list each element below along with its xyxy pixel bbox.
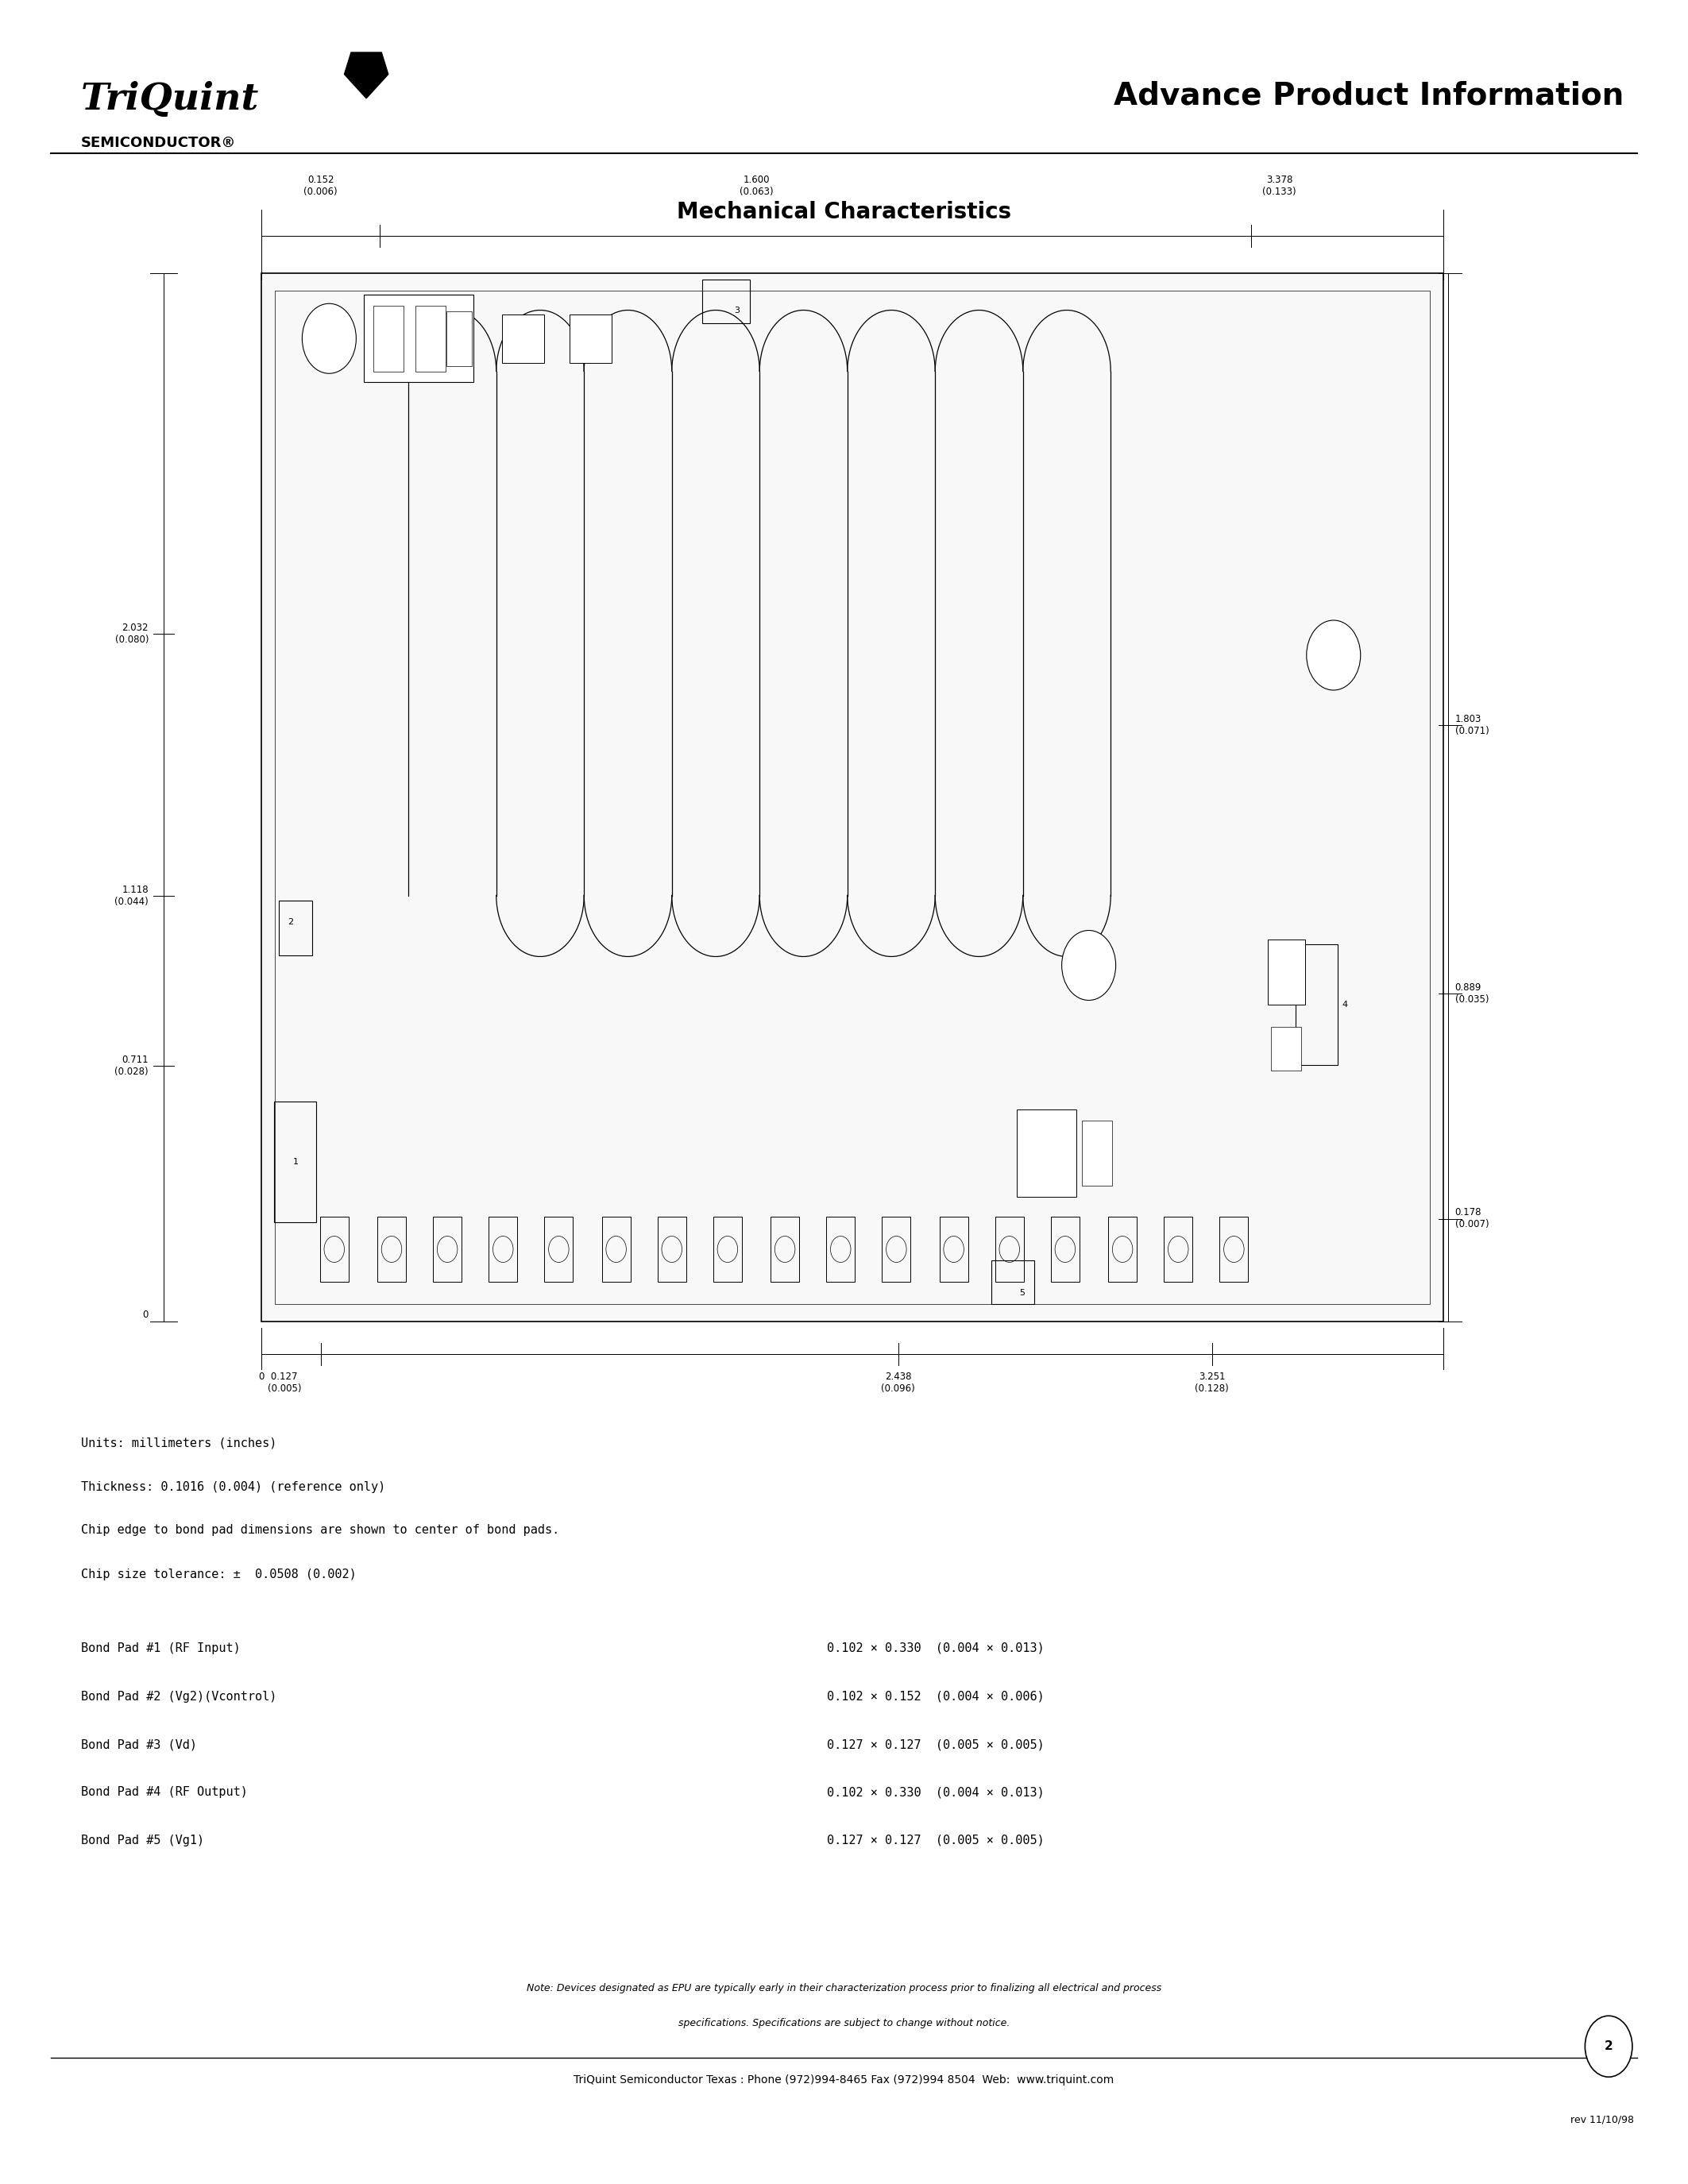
Bar xyxy=(1016,1109,1077,1197)
Text: 1.803
(0.071): 1.803 (0.071) xyxy=(1455,714,1489,736)
Bar xyxy=(544,1216,574,1282)
Polygon shape xyxy=(344,52,388,98)
Bar xyxy=(490,1216,517,1282)
Text: Units: millimeters (inches): Units: millimeters (inches) xyxy=(81,1437,277,1448)
Bar xyxy=(827,1216,856,1282)
Bar xyxy=(1219,1216,1249,1282)
Bar xyxy=(432,1216,463,1282)
Text: 0.102 × 0.330  (0.004 × 0.013): 0.102 × 0.330 (0.004 × 0.013) xyxy=(827,1642,1045,1653)
Text: 0.102 × 0.152  (0.004 × 0.006): 0.102 × 0.152 (0.004 × 0.006) xyxy=(827,1690,1045,1701)
Text: 1.600
(0.063): 1.600 (0.063) xyxy=(739,175,773,197)
Text: 2: 2 xyxy=(1604,2040,1614,2053)
Text: Bond Pad #5 (Vg1): Bond Pad #5 (Vg1) xyxy=(81,1835,204,1845)
Text: 1: 1 xyxy=(292,1158,299,1166)
Text: Bond Pad #4 (RF Output): Bond Pad #4 (RF Output) xyxy=(81,1787,248,1797)
Text: 2: 2 xyxy=(287,917,294,926)
Text: 0: 0 xyxy=(143,1310,149,1319)
Bar xyxy=(712,1216,743,1282)
Text: 0  0.127
    (0.005): 0 0.127 (0.005) xyxy=(255,1372,302,1393)
Bar xyxy=(273,1101,316,1223)
Text: 0.889
(0.035): 0.889 (0.035) xyxy=(1455,983,1489,1005)
Bar xyxy=(275,290,1430,1304)
Bar xyxy=(503,314,544,363)
Text: 5: 5 xyxy=(1020,1289,1025,1297)
Text: 0.178
(0.007): 0.178 (0.007) xyxy=(1455,1208,1489,1230)
Text: TriQuint Semiconductor Texas : Phone (972)994-8465 Fax (972)994 8504  Web:  www.: TriQuint Semiconductor Texas : Phone (97… xyxy=(574,2075,1114,2086)
Text: 0.127 × 0.127  (0.005 × 0.005): 0.127 × 0.127 (0.005 × 0.005) xyxy=(827,1835,1045,1845)
Text: 0.102 × 0.330  (0.004 × 0.013): 0.102 × 0.330 (0.004 × 0.013) xyxy=(827,1787,1045,1797)
Bar xyxy=(1082,1120,1112,1186)
Bar xyxy=(1050,1216,1080,1282)
Bar xyxy=(262,273,1443,1321)
Circle shape xyxy=(302,304,356,373)
Text: 3: 3 xyxy=(734,306,739,314)
Text: Bond Pad #1 (RF Input): Bond Pad #1 (RF Input) xyxy=(81,1642,240,1653)
Bar xyxy=(601,1216,631,1282)
Bar xyxy=(1109,1216,1138,1282)
Circle shape xyxy=(1585,2016,1632,2077)
Text: 0.152
(0.006): 0.152 (0.006) xyxy=(304,175,338,197)
Text: 3.378
(0.133): 3.378 (0.133) xyxy=(1263,175,1296,197)
Text: 2.438
(0.096): 2.438 (0.096) xyxy=(881,1372,915,1393)
Text: Bond Pad #3 (Vd): Bond Pad #3 (Vd) xyxy=(81,1738,197,1749)
Bar xyxy=(373,306,403,371)
Text: Bond Pad #2 (Vg2)(Vcontrol): Bond Pad #2 (Vg2)(Vcontrol) xyxy=(81,1690,277,1701)
Text: 1.118
(0.044): 1.118 (0.044) xyxy=(115,885,149,906)
Bar xyxy=(569,314,611,363)
Bar xyxy=(415,306,446,371)
Bar xyxy=(770,1216,800,1282)
Text: 2.032
(0.080): 2.032 (0.080) xyxy=(115,622,149,644)
Text: rev 11/10/98: rev 11/10/98 xyxy=(1570,2114,1634,2125)
Text: 3.251
(0.128): 3.251 (0.128) xyxy=(1195,1372,1229,1393)
Text: SEMICONDUCTOR®: SEMICONDUCTOR® xyxy=(81,135,236,151)
Text: Note: Devices designated as EPU are typically early in their characterization pr: Note: Devices designated as EPU are typi… xyxy=(527,1983,1161,1994)
Bar xyxy=(996,1216,1023,1282)
Circle shape xyxy=(1062,930,1116,1000)
Bar xyxy=(883,1216,912,1282)
Text: 4: 4 xyxy=(1342,1000,1347,1009)
Bar xyxy=(993,1260,1033,1304)
Bar xyxy=(321,1216,349,1282)
Bar xyxy=(446,312,473,367)
Bar xyxy=(1165,1216,1192,1282)
Text: TriQuint: TriQuint xyxy=(81,81,260,118)
Bar xyxy=(702,280,749,323)
Text: Thickness: 0.1016 (0.004) (reference only): Thickness: 0.1016 (0.004) (reference onl… xyxy=(81,1481,385,1492)
Text: Chip edge to bond pad dimensions are shown to center of bond pads.: Chip edge to bond pad dimensions are sho… xyxy=(81,1524,559,1535)
Text: specifications. Specifications are subject to change without notice.: specifications. Specifications are subje… xyxy=(679,2018,1009,2029)
Circle shape xyxy=(1307,620,1361,690)
Bar xyxy=(1271,1026,1301,1070)
Bar xyxy=(658,1216,685,1282)
Bar xyxy=(365,295,473,382)
Bar xyxy=(279,902,312,957)
Text: Advance Product Information: Advance Product Information xyxy=(1114,81,1624,111)
Text: 0.711
(0.028): 0.711 (0.028) xyxy=(115,1055,149,1077)
Bar xyxy=(1268,939,1305,1005)
Bar xyxy=(939,1216,969,1282)
Text: Mechanical Characteristics: Mechanical Characteristics xyxy=(677,201,1011,223)
Text: Chip size tolerance: ±  0.0508 (0.002): Chip size tolerance: ± 0.0508 (0.002) xyxy=(81,1568,356,1579)
Bar xyxy=(1296,943,1339,1064)
Text: 0.127 × 0.127  (0.005 × 0.005): 0.127 × 0.127 (0.005 × 0.005) xyxy=(827,1738,1045,1749)
Bar xyxy=(378,1216,407,1282)
